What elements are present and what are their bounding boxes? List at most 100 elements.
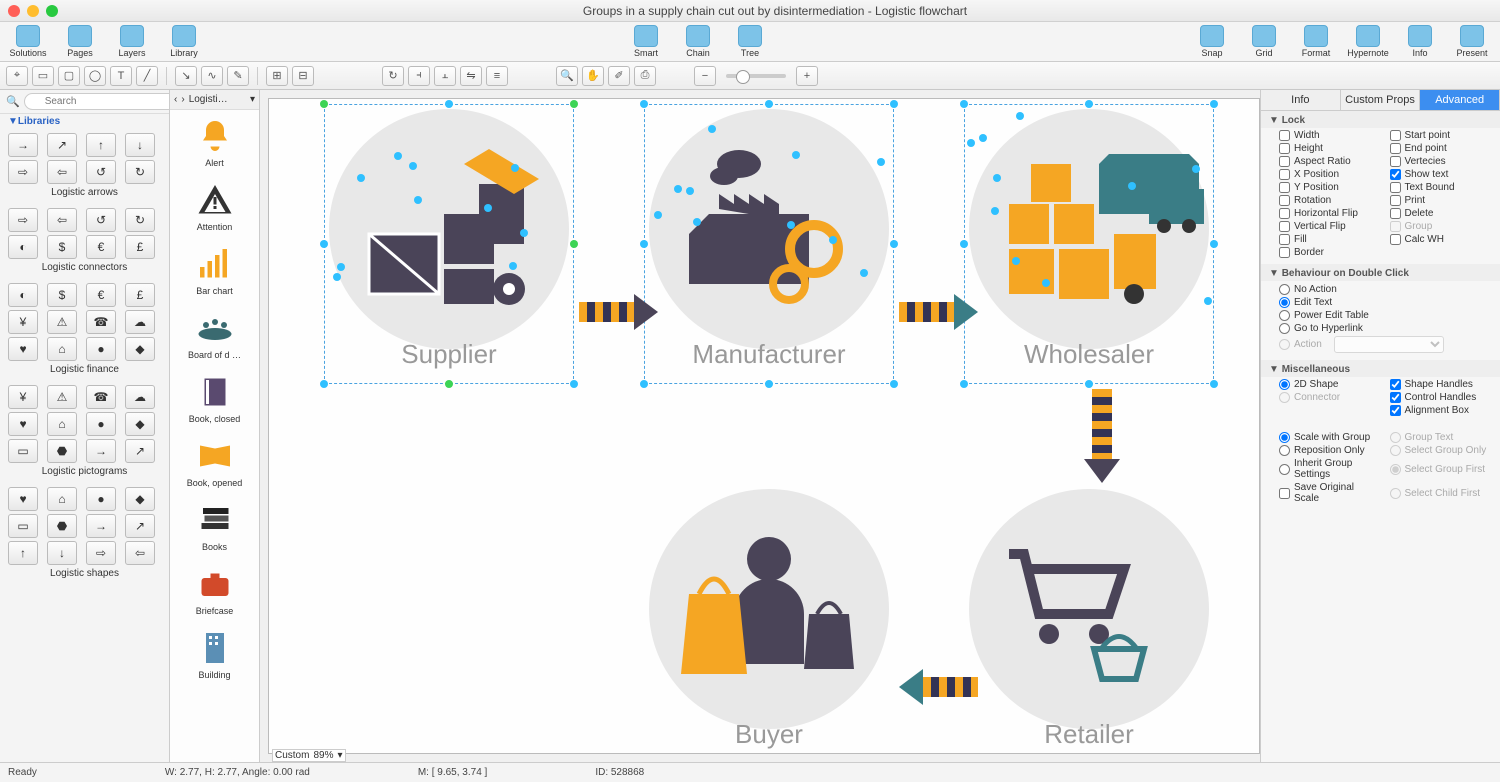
library-shape[interactable]: ☁ [125, 385, 155, 409]
shape-handle[interactable] [1016, 112, 1024, 120]
library-shape[interactable]: € [86, 235, 116, 259]
shape-handle[interactable] [394, 152, 402, 160]
library-shape[interactable]: ⇨ [86, 541, 116, 565]
shape-handle[interactable] [654, 211, 662, 219]
library-shape[interactable]: ↺ [86, 208, 116, 232]
library-shape[interactable]: ◆ [125, 337, 155, 361]
library-shape[interactable]: ↻ [125, 208, 155, 232]
library-shape[interactable]: ⇦ [125, 541, 155, 565]
shape-handle[interactable] [708, 125, 716, 133]
library-shape[interactable]: ◆ [125, 487, 155, 511]
selection-handle[interactable] [890, 240, 898, 248]
selection-handle[interactable] [765, 380, 773, 388]
shape-handle[interactable] [967, 139, 975, 147]
libstrip-books[interactable]: Books [170, 494, 259, 558]
lock-height[interactable]: Height [1279, 143, 1382, 154]
library-shape[interactable]: ↓ [125, 133, 155, 157]
toolbar-chain[interactable]: Chain [676, 25, 720, 58]
toolbar-snap[interactable]: Snap [1190, 25, 1234, 58]
selection-handle[interactable] [960, 240, 968, 248]
lock-delete[interactable]: Delete [1390, 208, 1493, 219]
search-input[interactable] [24, 93, 170, 110]
lock-end-point[interactable]: End point [1390, 143, 1493, 154]
group-tool[interactable]: ⊞ [266, 66, 288, 86]
dbl-edit-text[interactable]: Edit Text [1279, 296, 1492, 309]
toolbar-info[interactable]: Info [1398, 25, 1442, 58]
library-shape[interactable]: ▭ [8, 439, 38, 463]
selection-handle[interactable] [890, 380, 898, 388]
library-shape[interactable]: ● [86, 487, 116, 511]
libstrip-alert[interactable]: Alert [170, 110, 259, 174]
lock-aspect-ratio[interactable]: Aspect Ratio [1279, 156, 1382, 167]
library-crumb[interactable]: Logisti… [189, 94, 246, 105]
zoom-dropdown[interactable]: Custom 89% ▾ [272, 749, 346, 762]
selection-handle[interactable] [1210, 240, 1218, 248]
selection-handle[interactable] [570, 240, 578, 248]
lock-border[interactable]: Border [1279, 247, 1382, 258]
selection-handle[interactable] [960, 100, 968, 108]
library-shape[interactable]: ↑ [86, 133, 116, 157]
flip-tool[interactable]: ⇋ [460, 66, 482, 86]
library-shape[interactable]: ⬣ [47, 514, 77, 538]
toolbar-present[interactable]: Present [1450, 25, 1494, 58]
shape-handle[interactable] [1204, 297, 1212, 305]
dropdown-icon[interactable]: ▾ [250, 94, 255, 105]
library-shape[interactable]: ⌂ [47, 337, 77, 361]
library-shape[interactable]: £ [125, 283, 155, 307]
lock-start-point[interactable]: Start point [1390, 130, 1493, 141]
zoom-tool[interactable]: 🔍 [556, 66, 578, 86]
flow-arrow[interactable] [1084, 389, 1120, 483]
align-tool[interactable]: ⫞ [408, 66, 430, 86]
selection-handle[interactable] [960, 380, 968, 388]
libstrip-briefcase[interactable]: Briefcase [170, 558, 259, 622]
selection-handle[interactable] [320, 380, 328, 388]
library-shape[interactable]: ⇨ [8, 208, 38, 232]
library-shape[interactable]: ● [86, 412, 116, 436]
ungroup-tool[interactable]: ⊟ [292, 66, 314, 86]
selection-handle[interactable] [445, 380, 453, 388]
selection-handle[interactable] [1085, 380, 1093, 388]
maximize-button[interactable] [46, 5, 58, 17]
library-shape[interactable]: ▭ [8, 514, 38, 538]
library-shape[interactable]: ↺ [86, 160, 116, 184]
selection-handle[interactable] [1085, 100, 1093, 108]
dbl-no-action[interactable]: No Action [1279, 283, 1492, 296]
lock-fill[interactable]: Fill [1279, 234, 1382, 245]
nav-back-icon[interactable]: ‹ [174, 94, 177, 105]
zoom-slider[interactable] [726, 74, 786, 78]
shape-handle[interactable] [1012, 257, 1020, 265]
lock-width[interactable]: Width [1279, 130, 1382, 141]
selection-handle[interactable] [570, 100, 578, 108]
library-shape[interactable]: $ [47, 235, 77, 259]
save-original-scale[interactable]: Save Original Scale [1279, 482, 1382, 504]
cursor-tool[interactable]: ⌖ [6, 66, 28, 86]
ellipse-tool[interactable]: ◯ [84, 66, 106, 86]
toolbar-smart[interactable]: Smart [624, 25, 668, 58]
lock-calc-wh[interactable]: Calc WH [1390, 234, 1493, 245]
flow-arrow[interactable] [899, 669, 978, 705]
library-shape[interactable]: ☎ [86, 310, 116, 334]
library-shape[interactable]: ⇦ [47, 208, 77, 232]
library-shape[interactable]: $ [47, 283, 77, 307]
library-shape[interactable]: ¥ [8, 385, 38, 409]
text-tool[interactable]: T [110, 66, 132, 86]
zoom-in-button[interactable]: + [796, 66, 818, 86]
selection-handle[interactable] [320, 100, 328, 108]
library-shape[interactable]: ⇦ [47, 160, 77, 184]
scale-inherit-group-settings[interactable]: Inherit Group Settings [1279, 458, 1382, 480]
flow-arrow[interactable] [579, 294, 658, 330]
toolbar-grid[interactable]: Grid [1242, 25, 1286, 58]
hand-tool[interactable]: ✋ [582, 66, 604, 86]
lock-x-position[interactable]: X Position [1279, 169, 1382, 180]
library-shape[interactable]: ◐ [8, 283, 38, 307]
lock-vertecies[interactable]: Vertecies [1390, 156, 1493, 167]
pen-tool[interactable]: ✎ [227, 66, 249, 86]
misc-2d-shape[interactable]: 2D Shape [1279, 379, 1382, 390]
select-tool[interactable]: ▭ [32, 66, 54, 86]
library-shape[interactable]: ☎ [86, 385, 116, 409]
library-shape[interactable]: £ [125, 235, 155, 259]
library-shape[interactable]: ◆ [125, 412, 155, 436]
libstrip-book-closed[interactable]: Book, closed [170, 366, 259, 430]
zoom-out-button[interactable]: − [694, 66, 716, 86]
library-shape[interactable]: ♥ [8, 487, 38, 511]
